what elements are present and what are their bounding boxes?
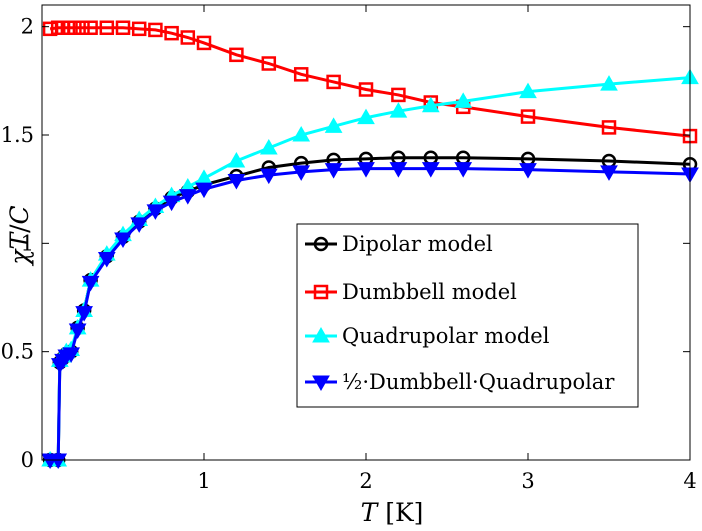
data-point-dumbbell bbox=[520, 109, 536, 124]
data-point-quadrupolar bbox=[389, 102, 408, 118]
data-point-quadrupolar bbox=[259, 138, 278, 155]
data-point-dumbbell-quadrupolar bbox=[130, 217, 149, 233]
data-point-dumbbell bbox=[99, 20, 115, 35]
y-axis-chi: χT bbox=[5, 231, 34, 267]
data-point-dumbbell-quadrupolar bbox=[114, 232, 132, 249]
data-point-quadrupolar bbox=[421, 96, 440, 113]
y-tick-label: 0 bbox=[21, 448, 34, 472]
series-dumbbell-quadrupolar bbox=[41, 162, 699, 470]
legend-label-rest: ·Dumbbell·Quadrupolar bbox=[362, 370, 615, 394]
data-point-dumbbell-quadrupolar bbox=[259, 168, 278, 185]
legend-label-dipolar: Dipolar model bbox=[342, 232, 493, 256]
data-point-dumbbell bbox=[229, 47, 244, 63]
data-point-dumbbell bbox=[358, 82, 374, 97]
data-point-dumbbell bbox=[261, 56, 277, 71]
data-point-dumbbell-quadrupolar bbox=[49, 453, 68, 470]
data-point-dumbbell-quadrupolar bbox=[519, 163, 537, 179]
data-point-dumbbell-quadrupolar bbox=[62, 347, 81, 363]
legend-box bbox=[296, 223, 639, 408]
data-point-quadrupolar bbox=[357, 108, 375, 125]
data-point-quadrupolar bbox=[292, 125, 311, 142]
data-point-dumbbell-quadrupolar bbox=[454, 162, 473, 178]
y-axis-slash: / bbox=[5, 224, 34, 233]
data-point-dumbbell-quadrupolar bbox=[68, 323, 87, 340]
data-point-dumbbell-quadrupolar bbox=[195, 182, 213, 199]
data-point-dumbbell-quadrupolar bbox=[146, 204, 165, 220]
data-point-dumbbell bbox=[83, 20, 98, 35]
y-tick-label: 1 bbox=[21, 231, 34, 255]
legend-marker-dipolar bbox=[313, 236, 329, 252]
data-point-dumbbell bbox=[196, 35, 212, 51]
data-point-quadrupolar bbox=[519, 82, 537, 99]
y-tick-label: 1.5 bbox=[1, 123, 34, 147]
data-point-dumbbell-quadrupolar bbox=[324, 163, 343, 179]
legend-item-quadrupolar: Quadrupolar model bbox=[305, 324, 550, 348]
data-point-dumbbell bbox=[180, 30, 196, 45]
data-point-dumbbell-quadrupolar bbox=[81, 275, 100, 292]
legend-item-dipolar: Dipolar model bbox=[305, 232, 493, 256]
y-axis-label: χT/C bbox=[5, 205, 34, 266]
x-axis-unit: [K] bbox=[385, 498, 423, 527]
data-point-dumbbell bbox=[391, 87, 406, 103]
x-tick-label: 1 bbox=[197, 469, 210, 493]
legend-marker-dumbbell bbox=[313, 284, 329, 300]
data-point-dumbbell bbox=[164, 25, 179, 41]
data-point-quadrupolar bbox=[454, 92, 473, 108]
data-point-dumbbell-quadrupolar bbox=[97, 252, 116, 268]
legend-label-dumbbell: Dumbbell model bbox=[342, 280, 517, 304]
data-point-dumbbell bbox=[293, 67, 309, 82]
x-tick-label: 2 bbox=[359, 469, 372, 493]
data-point-dumbbell-quadrupolar bbox=[227, 174, 246, 190]
legend: Dipolar model Dumbbell model Quadrupolar m… bbox=[296, 223, 639, 408]
data-point-dumbbell-quadrupolar bbox=[178, 189, 197, 205]
y-tick-label: 0.5 bbox=[1, 340, 34, 364]
ticks-layer: 1 2 3 4 0 0.5 1 1.5 2 bbox=[1, 5, 697, 493]
data-point-dumbbell bbox=[148, 22, 163, 38]
x-tick-label: 3 bbox=[521, 469, 534, 493]
data-point-dumbbell bbox=[326, 74, 341, 90]
data-point-dumbbell bbox=[601, 120, 617, 135]
x-axis-symbol: T bbox=[361, 498, 380, 527]
legend-item-dumbbell: Dumbbell model bbox=[305, 280, 517, 304]
legend-label-dumbbell-quadrupolar: ½·Dumbbell·Quadrupolar bbox=[342, 370, 615, 394]
data-point-dumbbell-quadrupolar bbox=[357, 162, 375, 178]
x-tick-label: 4 bbox=[683, 469, 696, 493]
legend-item-dumbbell-quadrupolar: ½·Dumbbell·Quadrupolar bbox=[305, 370, 615, 394]
data-point-quadrupolar bbox=[227, 151, 246, 168]
legend-marker-dumbbell-quadrupolar bbox=[312, 375, 330, 392]
legend-marker-quadrupolar bbox=[312, 326, 330, 343]
series-layer bbox=[41, 20, 699, 470]
data-point-dumbbell-quadrupolar bbox=[75, 306, 93, 322]
legend-fraction: ½ bbox=[342, 370, 362, 394]
y-axis-c: C bbox=[5, 205, 34, 224]
data-point-quadrupolar bbox=[600, 75, 618, 91]
data-point-dumbbell-quadrupolar bbox=[292, 165, 311, 181]
data-point-dumbbell-quadrupolar bbox=[600, 165, 618, 181]
data-point-dumbbell bbox=[75, 20, 90, 35]
data-point-dumbbell-quadrupolar bbox=[421, 162, 440, 178]
data-point-dumbbell bbox=[131, 21, 147, 37]
y-tick-label: 2 bbox=[21, 15, 34, 39]
data-point-dumbbell bbox=[115, 20, 131, 35]
data-point-quadrupolar bbox=[324, 117, 343, 133]
legend-items: Dipolar model Dumbbell model Quadrupolar m… bbox=[305, 232, 615, 394]
x-axis-label: T [K] bbox=[361, 498, 424, 527]
legend-label-quadrupolar: Quadrupolar model bbox=[342, 324, 550, 348]
data-point-dumbbell-quadrupolar bbox=[389, 162, 408, 178]
data-point-dumbbell bbox=[67, 20, 82, 35]
data-point-dumbbell-quadrupolar bbox=[162, 195, 181, 212]
